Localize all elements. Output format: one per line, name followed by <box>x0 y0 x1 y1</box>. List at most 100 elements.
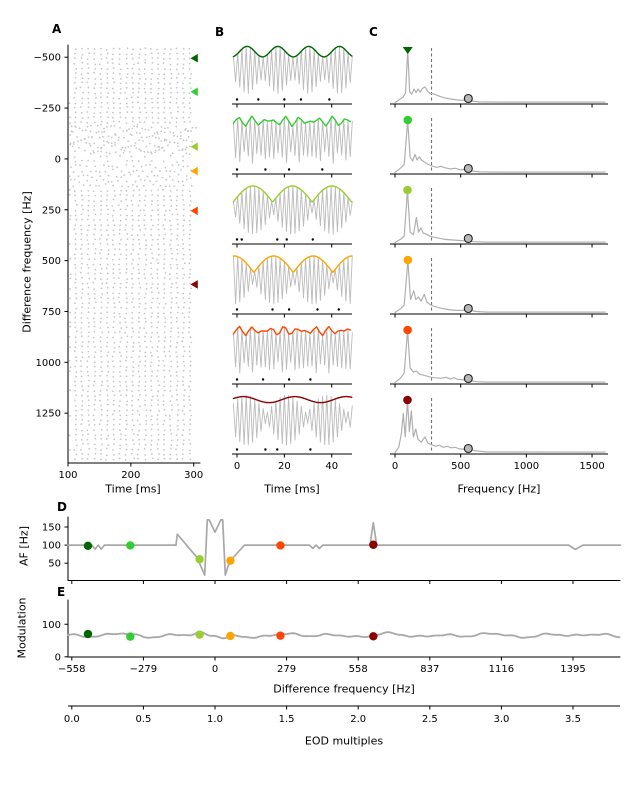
raster-dot <box>150 273 153 276</box>
raster-dot <box>144 128 147 131</box>
y-tick-label: 250 <box>42 205 61 216</box>
raster-dot <box>150 287 153 289</box>
raster-dot <box>120 176 123 179</box>
raster-dot <box>138 438 141 441</box>
raster-dot <box>74 316 77 319</box>
raster-dot <box>132 116 135 119</box>
raster-dot <box>144 83 146 85</box>
raster-dot <box>69 178 72 181</box>
raster-dot <box>143 73 146 75</box>
raster-dot <box>131 228 134 231</box>
raster-dot <box>144 106 147 109</box>
raster-dot <box>92 384 95 387</box>
raster-dot <box>100 278 102 281</box>
raster-dot <box>154 166 157 169</box>
raster-dot <box>74 433 77 436</box>
raster-dot <box>112 424 115 426</box>
raster-dot <box>183 273 186 276</box>
spike-time-dot <box>321 168 324 171</box>
am-envelope-line <box>232 45 353 58</box>
raster-dot <box>94 399 97 401</box>
raster-dot <box>176 52 179 55</box>
raster-dot <box>137 62 139 65</box>
raster-dot <box>138 199 141 202</box>
raster-dot <box>113 410 116 412</box>
carrier-waveform <box>232 255 353 305</box>
raster-dot <box>189 458 192 461</box>
raster-dot <box>81 170 84 173</box>
raster-dot <box>74 267 77 269</box>
raster-dot <box>85 129 87 132</box>
raster-dot <box>182 258 184 260</box>
raster-dot <box>81 129 84 132</box>
raster-dot <box>182 184 185 187</box>
raster-dot <box>93 48 96 50</box>
raster-dot <box>157 262 159 265</box>
x-tick-label: 100 <box>58 470 77 481</box>
raster-dot <box>99 252 101 255</box>
raster-dot <box>88 277 91 280</box>
raster-dot <box>182 139 185 142</box>
raster-dot <box>114 195 116 197</box>
raster-dot <box>88 258 90 261</box>
raster-dot <box>95 170 97 173</box>
raster-dot <box>182 292 185 295</box>
raster-dot <box>160 126 163 128</box>
raster-dot <box>107 92 110 95</box>
raster-dot <box>125 443 128 446</box>
raster-dot <box>74 418 77 421</box>
raster-dot <box>170 72 173 75</box>
raster-dot <box>125 243 127 246</box>
eodf-marker <box>463 303 473 314</box>
raster-dot <box>87 209 90 212</box>
raster-dot <box>112 277 115 279</box>
eodf-marker <box>463 443 473 454</box>
raster-dot <box>100 434 103 436</box>
raster-dot <box>139 350 141 352</box>
power-spectrum-curve <box>394 119 606 174</box>
raster-dot <box>98 423 101 426</box>
raster-dot <box>177 409 180 411</box>
raster-dot <box>177 180 180 183</box>
peak-marker <box>403 325 412 335</box>
raster-dot <box>87 442 89 445</box>
raster-dot <box>150 83 153 85</box>
raster-dot <box>125 268 128 270</box>
raster-dot <box>152 297 154 300</box>
raster-dot <box>156 345 159 348</box>
raster-dot <box>150 399 153 402</box>
raster-dot <box>124 92 127 94</box>
raster-dot <box>112 53 114 56</box>
af-dot-6 <box>369 540 378 549</box>
panel-A-stim-markers <box>190 53 198 289</box>
raster-dot <box>100 234 103 237</box>
raster-dot <box>175 371 178 374</box>
raster-dot <box>119 360 122 362</box>
raster-dot <box>80 121 82 123</box>
raster-dot <box>94 437 97 440</box>
raster-dot <box>112 297 115 300</box>
raster-dot <box>157 390 160 393</box>
raster-dot <box>73 62 76 65</box>
raster-dot <box>170 116 173 119</box>
panel-B-row-3 <box>232 185 353 248</box>
eod-x-tick-label: 2.0 <box>350 714 366 725</box>
raster-dot <box>144 399 147 402</box>
raster-dot <box>73 156 76 159</box>
raster-dot <box>82 442 84 445</box>
raster-dot <box>100 106 103 108</box>
raster-dot <box>177 327 180 330</box>
raster-dot <box>150 78 153 80</box>
raster-dot <box>74 423 77 426</box>
raster-dot <box>93 58 95 60</box>
raster-dot <box>168 141 171 144</box>
raster-dot <box>106 345 108 348</box>
y-tick-label: 1250 <box>36 409 61 420</box>
raster-dot <box>157 121 159 124</box>
raster-dot <box>87 190 90 192</box>
raster-dot <box>164 325 166 328</box>
raster-dot <box>131 380 134 383</box>
modulation-dot-2 <box>126 632 135 641</box>
raster-dot <box>126 341 129 344</box>
